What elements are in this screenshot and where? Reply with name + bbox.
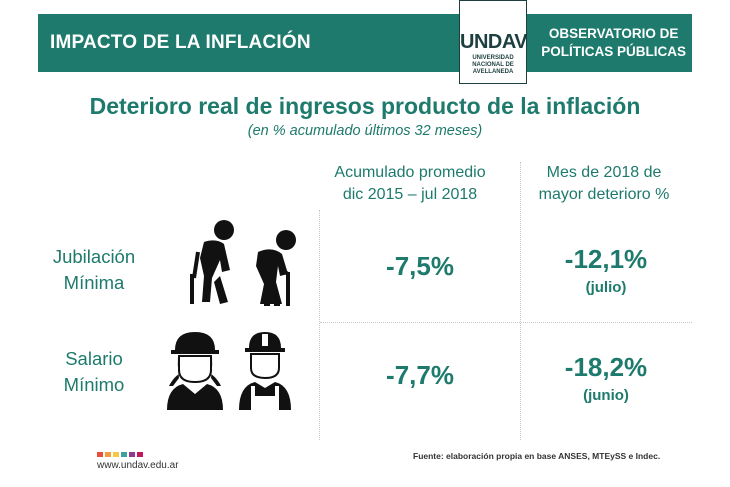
header-org-line1: OBSERVATORIO DE bbox=[548, 26, 679, 41]
source-note: Fuente: elaboración propia en base ANSES… bbox=[413, 451, 661, 461]
brand-color-dots bbox=[97, 452, 143, 457]
jubilacion-accumulated-value: -7,5% bbox=[386, 251, 454, 281]
jubilacion-worst-value: -12,1% bbox=[564, 244, 648, 274]
logo-subtitle: UNIVERSIDAD NACIONAL DE AVELLANEDA bbox=[460, 55, 526, 76]
website-link[interactable]: www.undav.edu.ar bbox=[97, 460, 179, 471]
color-dot bbox=[137, 452, 143, 457]
row-divider bbox=[320, 322, 692, 323]
color-dot bbox=[105, 452, 111, 457]
color-dot bbox=[97, 452, 103, 457]
column-header-accumulated: Acumulado promedio dic 2015 – jul 2018 bbox=[315, 162, 505, 206]
row-label-jubilacion-line2: Mínima bbox=[63, 272, 125, 293]
page-title: Deterioro real de ingresos producto de l… bbox=[89, 93, 641, 119]
row-label-jubilacion-line1: Jubilación bbox=[52, 246, 136, 267]
header-bar bbox=[38, 14, 692, 72]
row-label-jubilacion: Jubilación Mínima bbox=[35, 244, 153, 296]
logo-word: UNDAV bbox=[460, 31, 528, 53]
column-header-worst-month: Mes de 2018 de mayor deterioro % bbox=[520, 162, 688, 206]
elderly-couple-icon bbox=[160, 218, 300, 315]
salario-worst-value: -18,2% bbox=[564, 352, 648, 382]
color-dot bbox=[113, 452, 119, 457]
column-divider-2 bbox=[520, 162, 521, 440]
header-org: OBSERVATORIO DE POLÍTICAS PÚBLICAS bbox=[541, 14, 686, 72]
logo-sub-line2: NACIONAL DE bbox=[472, 62, 514, 68]
column-divider-1 bbox=[319, 210, 320, 440]
column-header-worst-line2: mayor deterioro % bbox=[538, 186, 670, 203]
column-header-accumulated-line2: dic 2015 – jul 2018 bbox=[342, 186, 478, 203]
workers-icon bbox=[165, 330, 295, 417]
column-header-worst-line1: Mes de 2018 de bbox=[546, 164, 662, 181]
row-label-salario-line2: Mínimo bbox=[63, 374, 125, 395]
color-dot bbox=[121, 452, 127, 457]
header-title: IMPACTO DE LA INFLACIÓN bbox=[50, 32, 311, 53]
page-subtitle: (en % acumulado últimos 32 meses) bbox=[247, 123, 483, 139]
salario-worst-month: (junio) bbox=[583, 387, 629, 404]
logo-sub-line1: UNIVERSIDAD bbox=[472, 55, 514, 61]
column-header-accumulated-line1: Acumulado promedio bbox=[334, 164, 486, 181]
row-label-salario-line1: Salario bbox=[65, 348, 123, 369]
salario-accumulated-value: -7,7% bbox=[386, 360, 454, 390]
undav-logo: UNDAV UNIVERSIDAD NACIONAL DE AVELLANEDA bbox=[459, 0, 528, 84]
color-dot bbox=[129, 452, 135, 457]
jubilacion-worst-month: (julio) bbox=[585, 279, 627, 296]
header-org-line2: POLÍTICAS PÚBLICAS bbox=[541, 44, 686, 59]
logo-sub-line3: AVELLANEDA bbox=[472, 69, 514, 75]
row-label-salario: Salario Mínimo bbox=[35, 346, 153, 398]
